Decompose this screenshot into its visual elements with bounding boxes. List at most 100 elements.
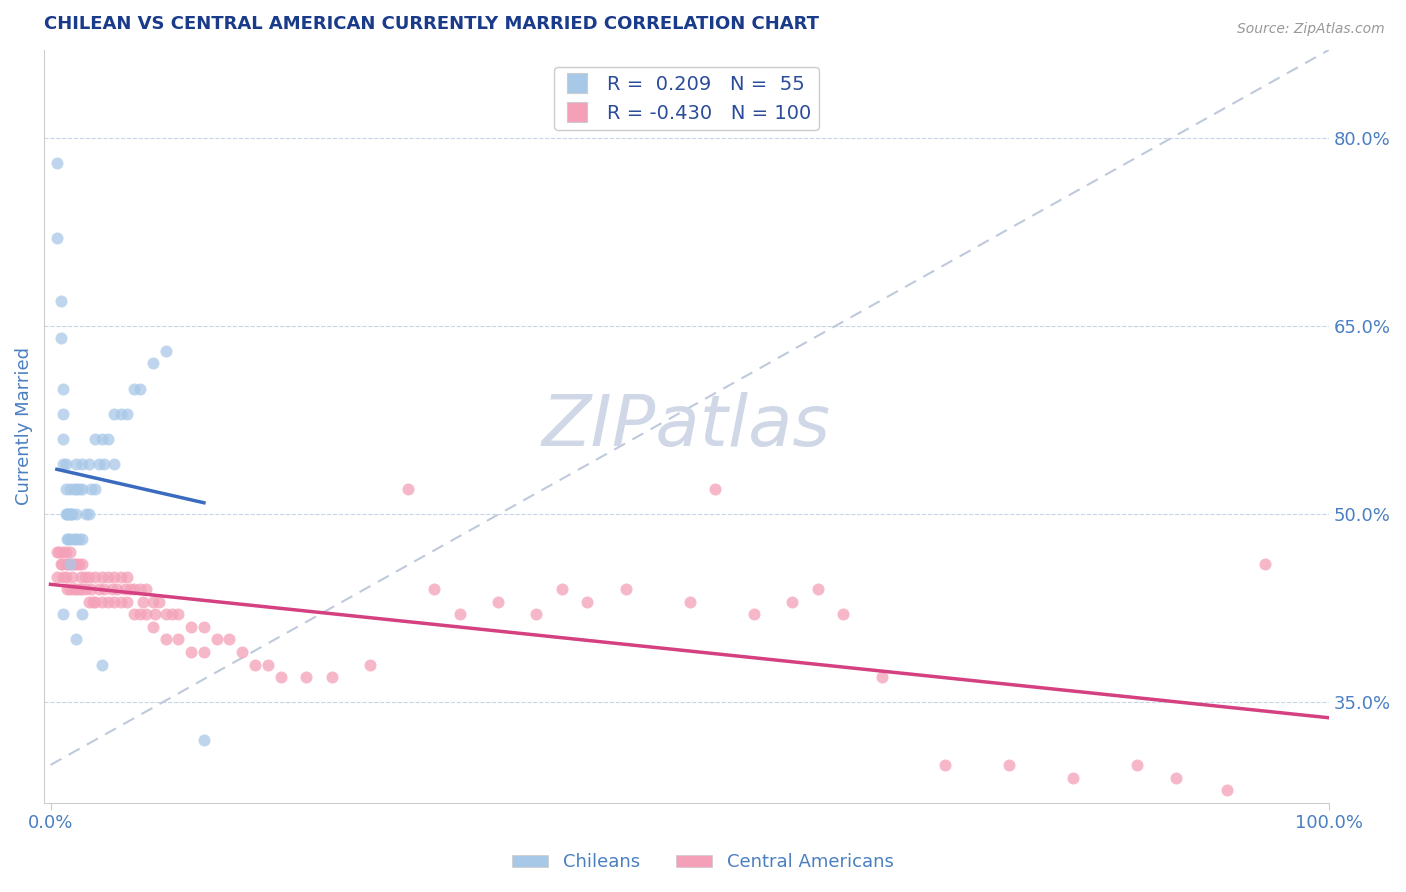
Point (131, 595, 153, 609)
Point (742, 607, 765, 622)
Point (59, 507, 82, 521)
Point (1164, 771, 1187, 785)
Legend: R =  0.209   N =  55, R = -0.430   N = 100: R = 0.209 N = 55, R = -0.430 N = 100 (554, 67, 818, 130)
Point (423, 582, 446, 597)
Point (49, 293, 72, 308)
Point (56, 507, 79, 521)
Point (193, 620, 215, 634)
Point (84, 595, 107, 609)
Point (87, 582, 110, 597)
Point (65, 457, 87, 471)
Point (52, 407, 75, 421)
Point (75, 507, 97, 521)
Point (398, 482, 420, 496)
Point (142, 356, 165, 370)
Point (359, 657, 381, 672)
Point (51, 558, 73, 572)
Point (155, 632, 177, 647)
Point (60, 570, 83, 584)
Point (90, 432, 112, 446)
Point (58, 558, 80, 572)
Text: ZIPatlas: ZIPatlas (543, 392, 831, 460)
Point (1126, 758, 1149, 772)
Point (142, 620, 165, 634)
Point (105, 582, 128, 597)
Point (62, 558, 84, 572)
Point (90, 595, 112, 609)
Point (45, 231, 67, 245)
Point (780, 595, 803, 609)
Point (449, 607, 471, 622)
Point (55, 482, 77, 496)
Point (180, 645, 202, 659)
Point (62, 482, 84, 496)
Point (52, 570, 75, 584)
Point (110, 407, 132, 421)
Point (155, 343, 177, 358)
Point (72, 607, 94, 622)
Point (52, 457, 75, 471)
Point (84, 570, 107, 584)
Point (160, 607, 183, 622)
Point (59, 544, 82, 558)
Point (129, 582, 152, 597)
Point (205, 632, 228, 647)
Text: Source: ZipAtlas.com: Source: ZipAtlas.com (1237, 22, 1385, 37)
Y-axis label: Currently Married: Currently Married (15, 347, 32, 505)
Point (73, 570, 96, 584)
Point (59, 558, 82, 572)
Point (93, 457, 115, 471)
Point (870, 670, 893, 684)
Point (1254, 558, 1277, 572)
Point (129, 382, 152, 396)
Point (115, 407, 138, 421)
Point (77, 457, 100, 471)
Point (115, 570, 138, 584)
Text: CHILEAN VS CENTRAL AMERICAN CURRENTLY MARRIED CORRELATION CHART: CHILEAN VS CENTRAL AMERICAN CURRENTLY MA… (44, 15, 820, 33)
Point (122, 382, 145, 396)
Point (56, 582, 79, 597)
Point (65, 532, 87, 546)
Point (55, 457, 77, 471)
Point (103, 595, 125, 609)
Point (70, 570, 93, 584)
Point (118, 582, 141, 597)
Point (45, 570, 67, 584)
Point (49, 331, 72, 345)
Point (129, 607, 152, 622)
Point (77, 595, 100, 609)
Point (77, 570, 100, 584)
Point (115, 595, 138, 609)
Point (93, 582, 115, 597)
Point (65, 632, 87, 647)
Legend: Chileans, Central Americans: Chileans, Central Americans (505, 847, 901, 879)
Point (52, 432, 75, 446)
Point (67, 482, 90, 496)
Point (155, 607, 177, 622)
Point (55, 544, 77, 558)
Point (998, 758, 1021, 772)
Point (97, 432, 120, 446)
Point (524, 607, 547, 622)
Point (58, 532, 80, 546)
Point (59, 532, 82, 546)
Point (90, 657, 112, 672)
Point (167, 607, 190, 622)
Point (97, 570, 120, 584)
Point (257, 657, 280, 672)
Point (90, 570, 112, 584)
Point (807, 582, 830, 597)
Point (59, 482, 82, 496)
Point (97, 595, 120, 609)
Point (832, 607, 855, 622)
Point (62, 582, 84, 597)
Point (55, 570, 77, 584)
Point (72, 457, 94, 471)
Point (122, 582, 145, 597)
Point (72, 558, 94, 572)
Point (65, 582, 87, 597)
Point (65, 507, 87, 521)
Point (67, 582, 90, 597)
Point (84, 432, 107, 446)
Point (486, 595, 509, 609)
